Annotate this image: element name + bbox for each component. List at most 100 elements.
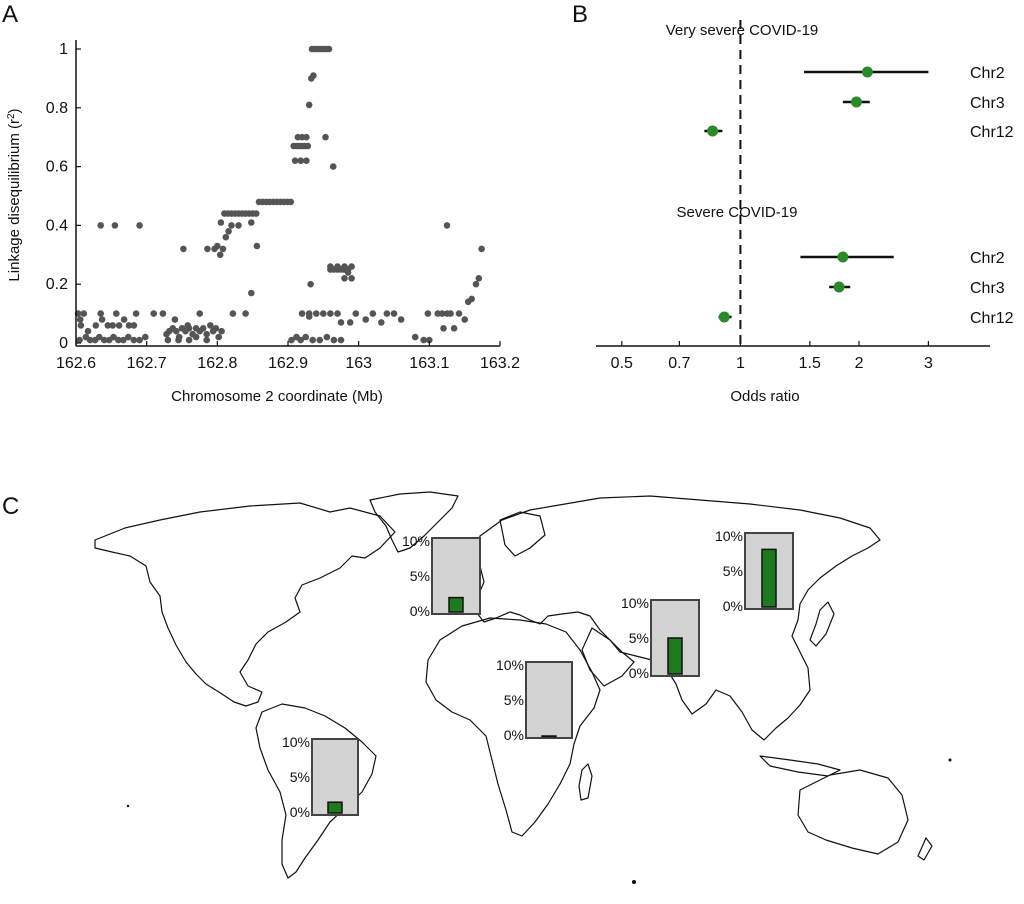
north-america-outline [94,502,396,707]
ld-point [443,222,451,229]
ld-point [253,242,261,250]
or-point [833,281,845,293]
ld-y-axis-label: Linkage disequilibrium (r2) [6,108,24,281]
ld-y-tick-label: 0.4 [46,217,68,234]
inset-tick-label: 0% [290,804,310,820]
ld-point [420,336,428,344]
ld-point [219,245,227,253]
inset-bar [448,596,464,613]
or-point [707,125,719,137]
inset-tick-label: 5% [629,630,649,646]
scandinavia-outline [499,511,546,557]
ld-point [218,327,225,335]
ld-point [96,333,103,341]
ld-point [348,263,355,270]
ld-point [185,336,193,344]
ld-point [115,322,123,329]
ld-point [362,316,370,323]
ld-point [222,233,230,241]
ld-point [297,336,305,344]
ld-point [297,157,305,164]
ld-point [325,45,333,53]
ld-point [348,275,355,282]
ld-scatter-plot: 162.6 162.7 162.8 162.9 163 163.1 163.2 0 0.2 0.… [6,40,520,405]
row-label: Chr3 [970,280,1005,297]
ld-point [455,310,463,317]
ld-x-tick-label: 162.6 [56,355,96,372]
row-label: Chr2 [970,250,1005,267]
or-point [861,66,873,78]
inset-bar [761,548,777,608]
row-label: Chr12 [970,310,1014,327]
ld-point [334,310,341,317]
ld-point [327,263,334,270]
ld-point [171,316,179,323]
inset-box [525,661,573,739]
ld-point [302,333,310,341]
ld-point [217,219,225,226]
greenland-outline [369,491,459,553]
forest-x-axis-label: Odds ratio [730,388,799,405]
inset-bar [667,637,683,675]
ld-point [130,322,138,329]
ld-y-tick-label: 1 [59,41,68,58]
ld-point [101,336,108,344]
island-dot [632,880,636,884]
inset-tick-label: 10% [715,528,743,544]
ld-point [426,336,433,344]
inset-box [650,599,700,677]
ld-x-tick-label: 162.7 [127,355,167,372]
ld-point [369,310,377,317]
new-zealand-outline [917,837,933,861]
ld-point [214,242,221,250]
ld-point [327,310,334,317]
inset-tick-label: 10% [402,533,430,549]
ld-point [475,275,483,282]
ld-point [337,336,345,344]
inset-box [744,532,794,610]
ld-point [310,72,317,79]
ld-point [125,322,133,329]
ld-point [472,280,480,288]
ld-point [76,316,84,323]
world-map [94,491,952,884]
ld-point [175,336,182,344]
ld-point [98,316,106,323]
ld-point [478,245,485,253]
ld-point [125,333,132,341]
ld-point [248,219,255,226]
forest-x-tick-label: 1.5 [799,355,821,372]
inset-americas: 10% 5% 0% [282,734,359,820]
ld-point [323,333,331,341]
south-america-outline [255,703,377,879]
ld-point [192,333,200,341]
ld-x-tick-label: 163.2 [480,355,520,372]
ld-point [203,336,210,344]
ld-point [337,319,345,326]
ld-x-axis-label: Chromosome 2 coordinate (Mb) [171,388,383,405]
ld-point [461,316,469,323]
ld-point [288,336,295,344]
ld-x-tick-label: 163.1 [409,355,449,372]
ld-point [341,263,348,270]
africa-outline [425,617,601,837]
forest-x-tick-label: 0.7 [668,355,690,372]
ld-point [229,310,237,317]
ld-point [142,333,149,341]
ld-x-tick-label: 162.9 [268,355,308,372]
forest-x-tick-label: 3 [924,355,933,372]
ld-point [468,295,476,303]
ld-point [438,310,446,317]
ld-point [196,310,203,317]
ld-x-ticks: 162.6 162.7 162.8 162.9 163 163.1 163.2 [56,341,520,372]
ld-point [316,336,324,344]
or-point [850,96,862,108]
madagascar-outline [578,763,593,801]
ld-point [242,310,249,317]
inset-south-asia: 10% 5% 0% [621,595,700,681]
ld-y-tick-label: 0.8 [46,100,68,117]
ld-point [397,316,405,323]
inset-tick-label: 5% [504,692,524,708]
ld-point [215,333,222,341]
